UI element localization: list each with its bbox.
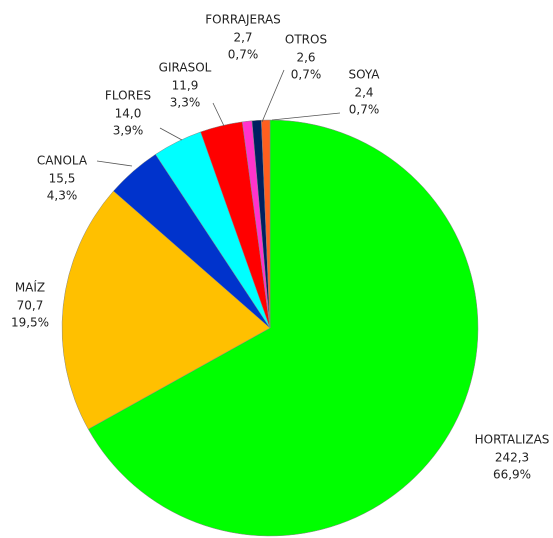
slice-label: HORTALIZAS [475,433,550,447]
slice-label: FORRAJERAS [205,13,281,27]
slice-label: SOYA [348,68,380,82]
leader-line [261,69,285,123]
slice-label: CANOLA [37,154,88,168]
slice-label: MAÍZ [15,280,45,295]
value-label: 15,5 [49,172,76,186]
leader-line [271,112,341,121]
percent-label: 66,9% [493,468,531,482]
percent-label: 19,5% [11,316,49,330]
value-label: 14,0 [115,107,142,121]
slice-label: OTROS [285,33,327,47]
slice-label: FLORES [105,89,151,103]
value-label: 2,4 [354,86,373,100]
slice-label: GIRASOL [159,61,212,75]
pie-slice [261,119,271,329]
value-label: 70,7 [17,299,44,313]
percent-label: 0,7% [291,68,322,82]
leader-line [212,102,225,127]
value-label: 242,3 [495,451,529,465]
percent-label: 4,3% [47,189,78,203]
value-label: 2,6 [296,51,315,65]
percent-label: 3,3% [170,96,201,110]
leader-line [96,160,133,167]
pie-slice [87,119,479,537]
percent-label: 0,7% [228,48,259,62]
value-label: 11,9 [172,79,199,93]
value-label: 2,7 [233,31,252,45]
percent-label: 0,7% [349,103,380,117]
pie-slice [61,190,271,430]
percent-label: 3,9% [113,124,144,138]
leader-line [159,127,183,141]
